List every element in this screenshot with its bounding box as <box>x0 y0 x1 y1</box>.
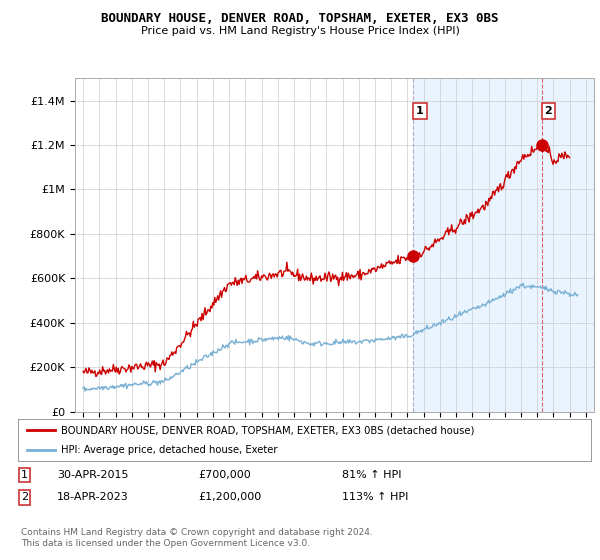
Text: 2: 2 <box>545 106 552 116</box>
Text: £1,200,000: £1,200,000 <box>198 492 261 502</box>
Text: HPI: Average price, detached house, Exeter: HPI: Average price, detached house, Exet… <box>61 445 277 455</box>
Text: 2: 2 <box>21 492 28 502</box>
Bar <box>413 78 594 412</box>
Text: BOUNDARY HOUSE, DENVER ROAD, TOPSHAM, EXETER, EX3 0BS: BOUNDARY HOUSE, DENVER ROAD, TOPSHAM, EX… <box>101 12 499 25</box>
Text: 30-APR-2015: 30-APR-2015 <box>57 470 128 480</box>
Text: Price paid vs. HM Land Registry's House Price Index (HPI): Price paid vs. HM Land Registry's House … <box>140 26 460 36</box>
Text: 81% ↑ HPI: 81% ↑ HPI <box>342 470 401 480</box>
Text: Contains HM Land Registry data © Crown copyright and database right 2024.
This d: Contains HM Land Registry data © Crown c… <box>21 528 373 548</box>
Text: BOUNDARY HOUSE, DENVER ROAD, TOPSHAM, EXETER, EX3 0BS (detached house): BOUNDARY HOUSE, DENVER ROAD, TOPSHAM, EX… <box>61 425 475 435</box>
Text: 1: 1 <box>416 106 424 116</box>
Text: 113% ↑ HPI: 113% ↑ HPI <box>342 492 409 502</box>
Text: £700,000: £700,000 <box>198 470 251 480</box>
Text: 1: 1 <box>21 470 28 480</box>
Text: 18-APR-2023: 18-APR-2023 <box>57 492 129 502</box>
